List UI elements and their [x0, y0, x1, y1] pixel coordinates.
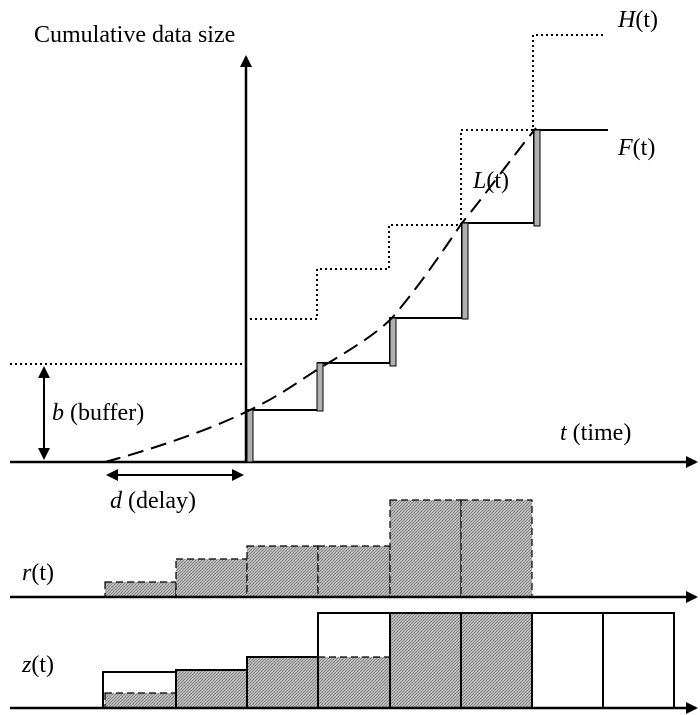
- f-curve: [246, 129, 608, 411]
- jump-bar: [533, 129, 541, 227]
- r-bar: [246, 545, 319, 598]
- h-label: H(t): [617, 7, 658, 33]
- r-bar: [175, 558, 248, 598]
- buffer-label: b (buffer): [52, 400, 144, 426]
- r-panel: r(t): [10, 499, 698, 603]
- r-bar: [317, 545, 391, 598]
- jump-bar: [461, 222, 469, 320]
- r-label: r(t): [22, 560, 54, 586]
- t-axis-label: t (time): [560, 420, 631, 446]
- z-fill: [175, 669, 248, 709]
- y-axis-label: Cumulative data size: [34, 22, 235, 48]
- jump-bar: [389, 317, 397, 367]
- r-bar: [104, 581, 177, 598]
- z-fill: [317, 656, 391, 709]
- z-panel: z(t): [10, 612, 698, 714]
- l-label: L(t): [472, 168, 509, 194]
- z-fill: [461, 613, 532, 708]
- z-label: z(t): [21, 652, 54, 678]
- jump-bars: [246, 129, 541, 463]
- jump-bar: [246, 409, 254, 463]
- z-fill: [390, 613, 461, 708]
- r-bar: [389, 499, 462, 598]
- jump-bar: [316, 362, 324, 412]
- h-curve: [10, 34, 606, 365]
- f-label: F(t): [617, 135, 655, 161]
- z-fill: [104, 692, 177, 709]
- delay-label: d (delay): [110, 488, 196, 514]
- z-bar: [602, 612, 675, 709]
- l-curve: [104, 127, 537, 463]
- z-fill: [246, 656, 319, 709]
- z-bar: [531, 612, 604, 709]
- r-bar: [460, 499, 533, 598]
